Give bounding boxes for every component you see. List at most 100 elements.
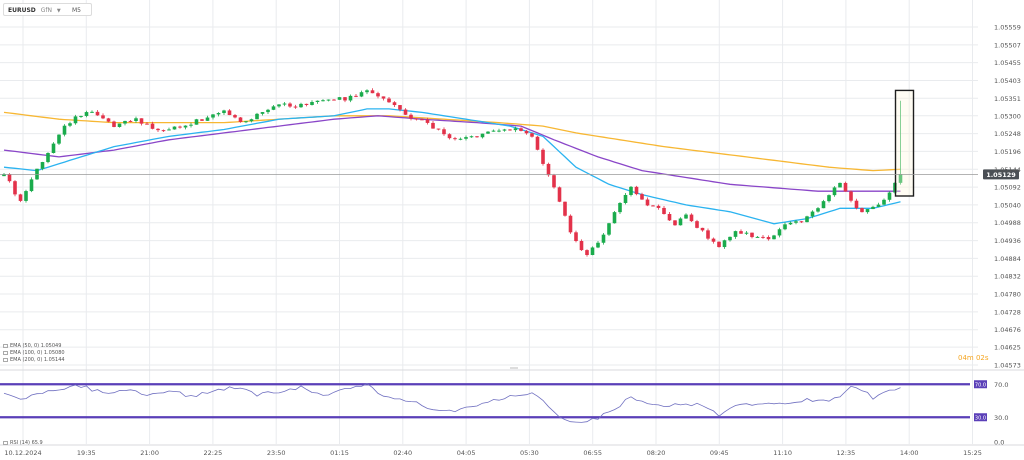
candle-body[interactable]: [887, 192, 892, 200]
candle-body[interactable]: [491, 130, 496, 132]
candle-body[interactable]: [381, 96, 386, 99]
candle-body[interactable]: [480, 133, 485, 138]
candle-body[interactable]: [601, 234, 606, 243]
symbol-selector[interactable]: EURUSD GfN ▼ M5: [3, 3, 92, 16]
candle-body[interactable]: [62, 125, 67, 135]
candle-body[interactable]: [266, 109, 270, 113]
legend-ema50[interactable]: EMA (50, 0) 1.05049: [3, 343, 61, 349]
candle-body[interactable]: [722, 240, 727, 248]
candle-body[interactable]: [766, 237, 771, 240]
candle-body[interactable]: [370, 90, 375, 94]
settings-icon[interactable]: [3, 343, 8, 348]
candle-body[interactable]: [277, 104, 281, 107]
candle-body[interactable]: [882, 199, 886, 205]
candle-body[interactable]: [409, 114, 413, 119]
candle-body[interactable]: [238, 117, 243, 122]
candle-body[interactable]: [84, 112, 89, 116]
candle-body[interactable]: [486, 131, 490, 134]
candle-body[interactable]: [656, 205, 661, 208]
candle-body[interactable]: [497, 130, 501, 132]
candle-body[interactable]: [128, 120, 133, 122]
candle-body[interactable]: [145, 123, 149, 125]
candle-body[interactable]: [783, 224, 787, 230]
candle-body[interactable]: [365, 90, 369, 93]
legend-rsi[interactable]: RSI (14) 65.9: [3, 440, 43, 446]
candle-body[interactable]: [590, 247, 595, 255]
candle-body[interactable]: [442, 129, 446, 135]
candle-body[interactable]: [530, 133, 534, 137]
candle-body[interactable]: [161, 130, 166, 132]
candle-body[interactable]: [799, 221, 804, 223]
candle-body[interactable]: [689, 214, 694, 222]
candle-body[interactable]: [568, 215, 573, 233]
candle-body[interactable]: [794, 221, 798, 223]
candle-body[interactable]: [299, 103, 303, 108]
candle-body[interactable]: [827, 195, 831, 202]
rsi-line[interactable]: [3, 383, 901, 423]
candle-body[interactable]: [673, 220, 677, 226]
candle-body[interactable]: [79, 115, 83, 117]
candle-body[interactable]: [40, 162, 45, 169]
candle-body[interactable]: [211, 114, 215, 118]
candle-body[interactable]: [233, 115, 237, 118]
candle-body[interactable]: [332, 99, 336, 101]
candle-body[interactable]: [282, 103, 287, 105]
candle-body[interactable]: [502, 129, 507, 131]
candle-body[interactable]: [150, 123, 155, 129]
candle-body[interactable]: [552, 175, 556, 188]
candle-body[interactable]: [755, 236, 760, 238]
candle-body[interactable]: [2, 174, 6, 177]
candle-body[interactable]: [326, 99, 331, 101]
candle-body[interactable]: [321, 100, 325, 102]
candle-body[interactable]: [304, 103, 309, 105]
candle-body[interactable]: [431, 122, 435, 129]
candle-body[interactable]: [535, 136, 540, 150]
candle-body[interactable]: [750, 232, 754, 238]
candle-body[interactable]: [249, 119, 254, 122]
candle-body[interactable]: [475, 136, 479, 138]
candle-body[interactable]: [178, 126, 182, 128]
candle-body[interactable]: [134, 118, 138, 122]
candle-body[interactable]: [810, 211, 815, 217]
candle-body[interactable]: [898, 174, 903, 183]
candle-body[interactable]: [354, 95, 358, 97]
candle-body[interactable]: [29, 179, 34, 192]
candle-body[interactable]: [387, 98, 391, 103]
candle-body[interactable]: [183, 125, 188, 128]
candle-body[interactable]: [623, 194, 628, 203]
legend-ema200[interactable]: EMA (200, 0) 1.05144: [3, 357, 65, 363]
rsi-panel[interactable]: 70.0 30.0: [0, 367, 987, 423]
candle-body[interactable]: [7, 174, 12, 182]
candle-body[interactable]: [288, 103, 292, 107]
candle-body[interactable]: [244, 121, 248, 123]
candle-body[interactable]: [123, 120, 127, 124]
candle-body[interactable]: [315, 100, 320, 102]
candle-body[interactable]: [821, 201, 826, 209]
candle-body[interactable]: [634, 186, 639, 195]
candle-body[interactable]: [805, 216, 809, 223]
settings-icon[interactable]: [3, 357, 8, 362]
candle-body[interactable]: [843, 182, 848, 192]
settings-icon[interactable]: [3, 350, 8, 355]
candle-body[interactable]: [469, 136, 474, 138]
candle-body[interactable]: [871, 206, 875, 210]
candle-body[interactable]: [112, 121, 116, 127]
candle-body[interactable]: [865, 209, 870, 213]
candle-body[interactable]: [860, 208, 864, 213]
candle-body[interactable]: [222, 110, 226, 114]
chevron-down-icon[interactable]: ▼: [56, 8, 61, 14]
candle-body[interactable]: [546, 163, 551, 176]
candle-body[interactable]: [524, 130, 529, 134]
candle-body[interactable]: [695, 221, 699, 228]
candle-body[interactable]: [337, 97, 342, 100]
candle-body[interactable]: [711, 238, 716, 242]
candle-body[interactable]: [425, 119, 430, 123]
candle-body[interactable]: [772, 235, 776, 240]
candle-body[interactable]: [816, 208, 820, 212]
candle-body[interactable]: [106, 118, 111, 122]
candle-body[interactable]: [24, 191, 28, 201]
candle-body[interactable]: [678, 218, 683, 226]
candle-body[interactable]: [189, 124, 193, 126]
candle-body[interactable]: [662, 207, 666, 215]
candle-body[interactable]: [607, 223, 611, 235]
